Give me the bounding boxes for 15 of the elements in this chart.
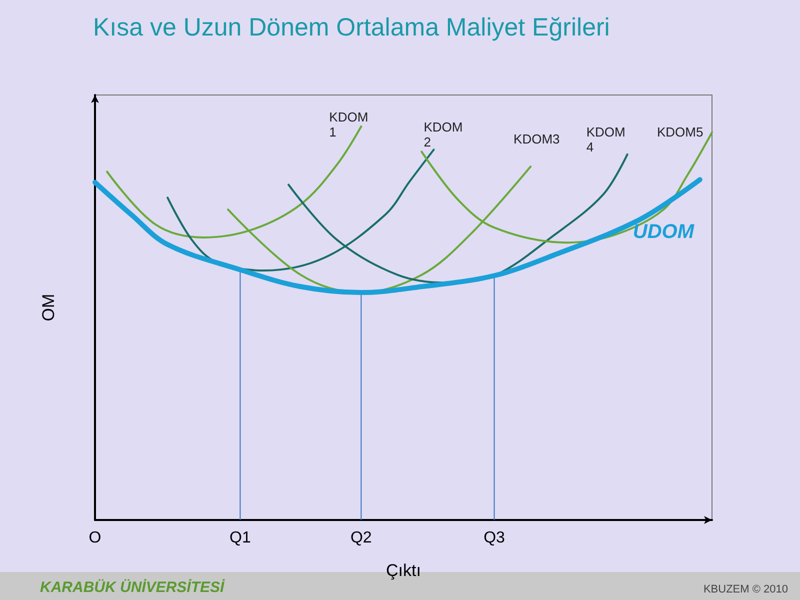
- text: KARABÜK ÜNİVERSİTESİ: [40, 579, 226, 596]
- series-label: KDOM 1: [329, 109, 368, 140]
- text: KBUZEM © 2010: [703, 584, 788, 596]
- series-label: KDOM 2: [424, 120, 463, 150]
- x-tick-label: Q1: [230, 530, 251, 546]
- x-tick-label: Q3: [484, 530, 506, 546]
- chart-title: Kısa ve Uzun Dönem Ortalama Maliyet Eğrileri: [93, 14, 610, 42]
- series-label: KDOM5: [657, 124, 704, 140]
- x-tick-label: O: [88, 530, 102, 546]
- series-label: KDOM 4: [586, 124, 626, 154]
- series-label: UDOM: [632, 221, 696, 244]
- x-axis-title: Çıktı: [386, 561, 421, 580]
- text: KDOM3: [514, 132, 560, 147]
- y-axis-title: OM: [39, 294, 58, 322]
- x-tick-label: Q2: [350, 530, 372, 546]
